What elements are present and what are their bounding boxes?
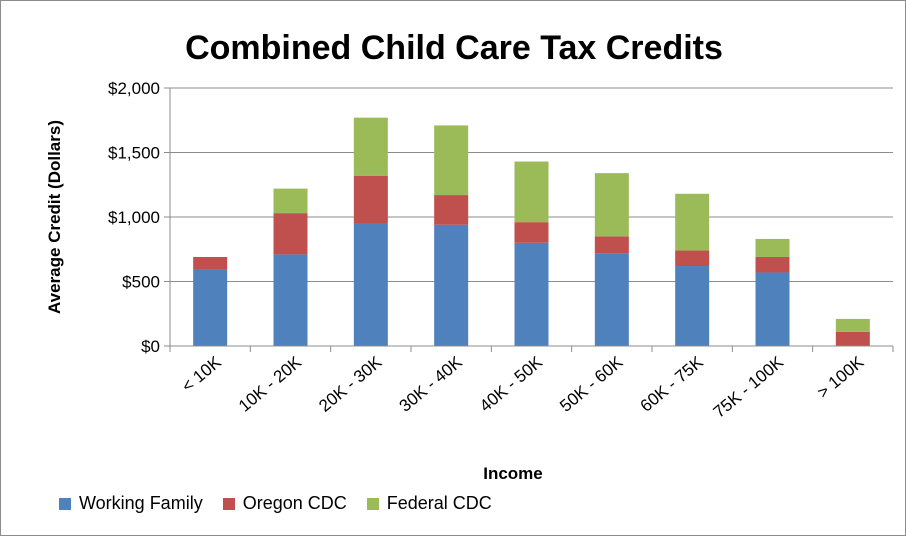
legend-swatch-working-family <box>59 497 71 510</box>
bar-segment-oregon-cdc <box>273 213 308 255</box>
x-tick-label: 60K - 75K <box>637 352 708 416</box>
bar-segment-working-family <box>594 253 629 346</box>
y-axis-title: Average Credit (Dollars) <box>45 120 64 314</box>
x-tick-label: 30K - 40K <box>396 352 467 416</box>
bar-segment-federal-cdc <box>514 161 549 223</box>
bar-segment-oregon-cdc <box>835 331 870 346</box>
x-tick-label: < 10K <box>178 352 225 396</box>
bar-segment-federal-cdc <box>675 193 710 251</box>
bar-segment-federal-cdc <box>273 188 308 214</box>
bar-segment-oregon-cdc <box>675 250 710 267</box>
x-tick-label: 20K - 30K <box>315 352 386 416</box>
bar-segment-oregon-cdc <box>434 195 469 225</box>
bar-segment-oregon-cdc <box>193 256 228 270</box>
bar-segment-federal-cdc <box>755 238 790 257</box>
y-tick-label: $1,000 <box>108 208 160 227</box>
bar-segment-oregon-cdc <box>755 256 790 273</box>
x-tick-label: 50K - 60K <box>556 352 627 416</box>
chart-title: Combined Child Care Tax Credits <box>185 29 723 67</box>
bars <box>193 117 870 346</box>
x-tick-label: 10K - 20K <box>235 352 306 416</box>
bar-segment-federal-cdc <box>353 117 388 176</box>
bar-segment-oregon-cdc <box>594 236 629 254</box>
legend-label-federal-cdc: Federal CDC <box>386 493 492 513</box>
bar-segment-working-family <box>434 224 469 346</box>
legend-item-working-family: Working Family <box>59 493 203 514</box>
y-tick-label: $1,500 <box>108 144 160 163</box>
legend: Working Family Oregon CDC Federal CDC <box>59 493 492 514</box>
bar-segment-working-family <box>273 254 308 346</box>
legend-item-oregon-cdc: Oregon CDC <box>222 493 347 514</box>
bar-segment-federal-cdc <box>594 173 629 237</box>
legend-label-oregon-cdc: Oregon CDC <box>242 493 347 513</box>
bar-segment-federal-cdc <box>835 318 870 332</box>
bar-segment-working-family <box>675 266 710 346</box>
x-tick-label: 40K - 50K <box>476 352 547 416</box>
legend-swatch-oregon-cdc <box>222 497 235 510</box>
bar-segment-oregon-cdc <box>353 175 388 224</box>
bar-segment-working-family <box>755 272 790 346</box>
legend-item-federal-cdc: Federal CDC <box>366 493 492 514</box>
legend-swatch-federal-cdc <box>366 497 379 510</box>
x-axis-title: Income <box>483 464 543 483</box>
y-tick-label: $0 <box>141 337 160 356</box>
bar-segment-oregon-cdc <box>514 222 549 243</box>
y-tick-label: $500 <box>122 273 160 292</box>
bar-segment-working-family <box>514 242 549 346</box>
bar-segment-federal-cdc <box>434 125 469 196</box>
x-tick-label: 75K - 100K <box>710 352 788 422</box>
legend-label-working-family: Working Family <box>79 493 203 513</box>
x-tick-label: > 100K <box>814 352 868 402</box>
bar-segment-working-family <box>353 223 388 346</box>
y-tick-label: $2,000 <box>108 79 160 98</box>
chart-plot: $0 $500 $1,000 $1,500 $2,000 < 10K 10K - 20K 20… <box>45 79 894 483</box>
bar-segment-working-family <box>193 269 228 346</box>
